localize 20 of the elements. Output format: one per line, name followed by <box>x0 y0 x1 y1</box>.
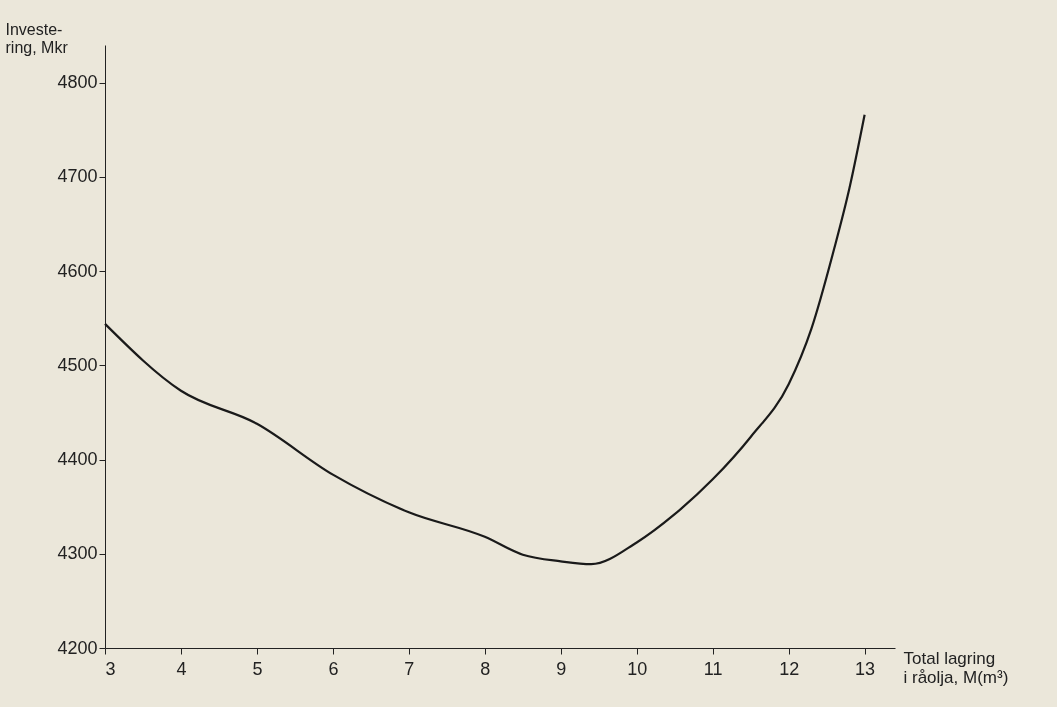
x-tick-label: 13 <box>855 658 876 679</box>
x-tick-label: 12 <box>779 658 800 679</box>
y-tick-label: 4200 <box>57 637 98 658</box>
y-tick-label: 4600 <box>57 260 98 281</box>
x-tick-label: 3 <box>105 658 116 679</box>
x-axis-title: Total lagring i råolja, M(m³) <box>903 648 1009 687</box>
x-tick-label: 4 <box>176 658 187 679</box>
y-tick-label: 4300 <box>57 543 98 564</box>
y-axis-title: Investe- ring, Mkr <box>5 20 69 56</box>
x-tick-label: 9 <box>556 658 567 679</box>
y-tick-label: 4400 <box>57 449 98 470</box>
y-tick-label: 4500 <box>57 354 98 375</box>
y-tick-label: 4700 <box>57 166 98 187</box>
x-tick-label: 5 <box>252 658 263 679</box>
x-tick-label: 8 <box>480 658 491 679</box>
x-tick-label: 6 <box>328 658 339 679</box>
y-tick-label: 4800 <box>57 72 98 93</box>
x-tick-label: 11 <box>703 658 723 679</box>
x-tick-label: 10 <box>627 658 648 679</box>
x-tick-label: 7 <box>404 658 415 679</box>
